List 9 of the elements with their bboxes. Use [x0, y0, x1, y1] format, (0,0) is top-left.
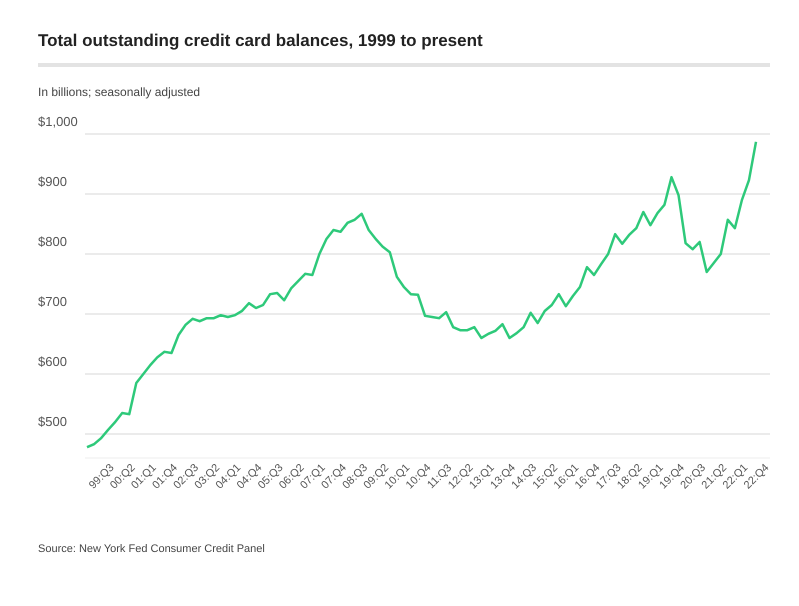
y-tick-label: $1,000 [38, 114, 78, 129]
y-tick-label: $800 [38, 234, 67, 249]
y-tick-label: $900 [38, 174, 67, 189]
y-tick-label: $600 [38, 354, 67, 369]
source-note: Source: New York Fed Consumer Credit Panel [38, 543, 265, 555]
y-tick-label: $700 [38, 294, 67, 309]
chart-subtitle: In billions; seasonally adjusted [38, 85, 200, 99]
y-tick-label: $500 [38, 414, 67, 429]
chart-title: Total outstanding credit card balances, 1999 to present [38, 31, 483, 50]
